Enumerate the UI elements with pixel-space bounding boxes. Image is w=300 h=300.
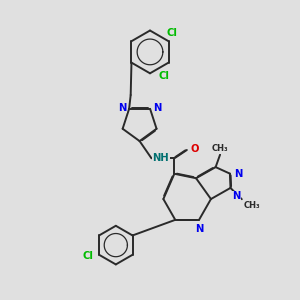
- Text: Cl: Cl: [158, 71, 169, 81]
- Text: N: N: [118, 103, 126, 113]
- Text: Cl: Cl: [166, 28, 177, 38]
- Text: N: N: [153, 103, 161, 113]
- Text: CH₃: CH₃: [212, 144, 228, 153]
- Text: Cl: Cl: [83, 251, 94, 261]
- Text: N: N: [195, 224, 203, 234]
- Text: CH₃: CH₃: [243, 201, 260, 210]
- Text: N: N: [234, 169, 242, 178]
- Text: NH: NH: [152, 153, 169, 163]
- Text: O: O: [191, 144, 199, 154]
- Text: N: N: [232, 191, 240, 202]
